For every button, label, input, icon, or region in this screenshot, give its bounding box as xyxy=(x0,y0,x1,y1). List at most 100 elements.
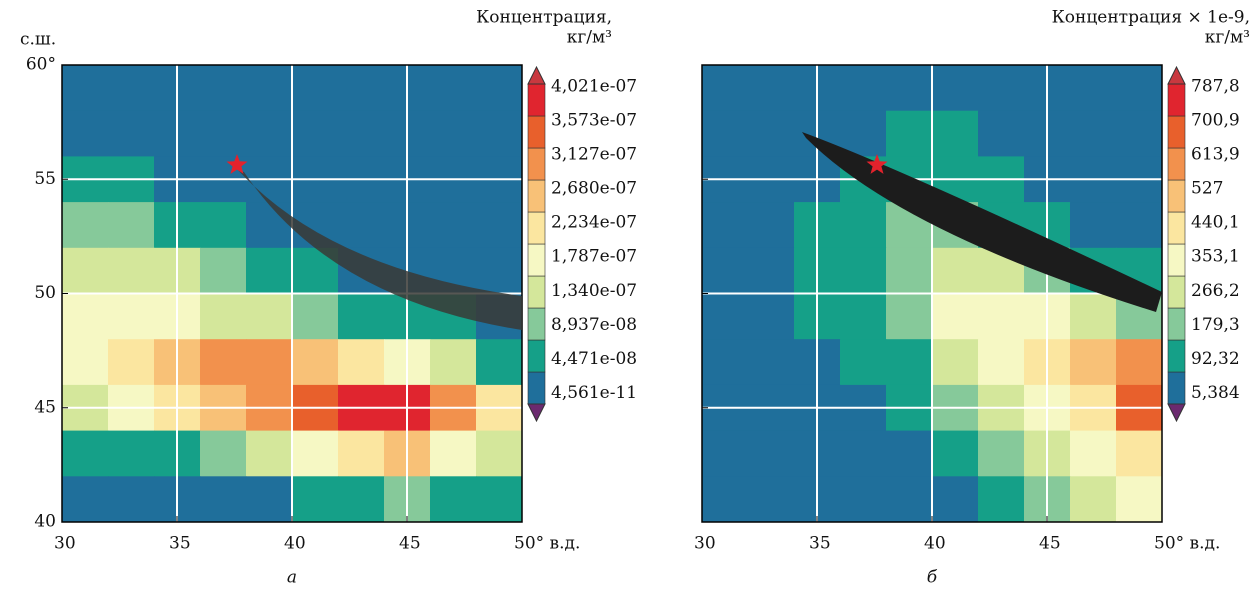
colorbar-band xyxy=(1167,211,1186,245)
colorbar-label: 440,1 xyxy=(1191,213,1240,233)
heat-cell xyxy=(702,65,749,112)
colorbar-band xyxy=(1167,115,1186,149)
heat-cell xyxy=(338,339,385,386)
colorbar-band xyxy=(1167,83,1186,117)
colorbar-band xyxy=(1167,243,1186,277)
heat-cell xyxy=(1070,293,1117,340)
heat-cell xyxy=(200,293,247,340)
colorbar-band xyxy=(527,179,546,213)
heat-cell xyxy=(932,110,979,157)
colorbar-title: Концентрация × 1e-9, xyxy=(1052,8,1250,28)
colorbar-extend-bottom xyxy=(1167,403,1186,423)
x-tick-label: 40 xyxy=(924,534,946,554)
heat-cell xyxy=(476,65,523,112)
heat-cell xyxy=(1070,476,1117,523)
heat-cell xyxy=(62,476,109,523)
x-tick-label: 35 xyxy=(169,534,191,554)
colorbar-label: 4,561e-11 xyxy=(551,383,637,403)
colorbar-label: 4,021e-07 xyxy=(551,77,637,97)
heat-cell xyxy=(702,339,749,386)
colorbar-title: Концентрация, xyxy=(476,8,612,28)
colorbar-label: 2,680e-07 xyxy=(551,179,637,199)
heat-cell xyxy=(292,339,339,386)
colorbar-label: 3,127e-07 xyxy=(551,145,637,165)
heat-cell xyxy=(748,476,795,523)
heat-cell xyxy=(246,293,293,340)
heat-cell xyxy=(840,202,887,249)
colorbar-band xyxy=(1167,275,1186,309)
panel-label: а xyxy=(287,568,297,588)
heat-cell xyxy=(200,65,247,112)
heat-cell xyxy=(748,247,795,294)
heat-cell xyxy=(62,293,109,340)
heat-cell xyxy=(978,476,1025,523)
heat-cell xyxy=(200,202,247,249)
heat-cell xyxy=(246,110,293,157)
heat-cell xyxy=(476,476,523,523)
heat-cell xyxy=(338,476,385,523)
colorbar-title: кг/м³ xyxy=(1205,28,1250,48)
heat-cell xyxy=(978,339,1025,386)
heat-cell xyxy=(702,293,749,340)
plot-frame xyxy=(701,64,1163,523)
x-tick-label: 50° в.д. xyxy=(1154,534,1220,554)
heat-cell xyxy=(932,430,979,477)
heat-cell xyxy=(886,65,933,112)
heat-cell xyxy=(840,430,887,477)
heat-cell xyxy=(702,247,749,294)
colorbar-band xyxy=(1167,339,1186,373)
heat-cell xyxy=(932,65,979,112)
x-tick-label: 50° в.д. xyxy=(514,534,580,554)
heat-cell xyxy=(886,476,933,523)
heat-cell xyxy=(932,476,979,523)
heat-cell xyxy=(1070,110,1117,157)
colorbar-label: 613,9 xyxy=(1191,145,1240,165)
heat-cell xyxy=(338,430,385,477)
x-tick-label: 45 xyxy=(1039,534,1061,554)
x-tick-label: 35 xyxy=(809,534,831,554)
colorbar-label: 700,9 xyxy=(1191,111,1240,131)
heat-cell xyxy=(932,339,979,386)
heat-cell xyxy=(748,110,795,157)
heat-cell xyxy=(886,293,933,340)
heat-cell xyxy=(1070,65,1117,112)
y-tick-label: 55 xyxy=(34,169,56,189)
heat-cell xyxy=(430,65,477,112)
heat-cell xyxy=(430,339,477,386)
plume xyxy=(238,170,522,330)
heat-cell xyxy=(338,293,385,340)
x-tick-label: 30 xyxy=(54,534,76,554)
heat-cell xyxy=(886,110,933,157)
heat-cell xyxy=(886,430,933,477)
heat-cell xyxy=(1070,339,1117,386)
heat-cell xyxy=(430,476,477,523)
heat-cell xyxy=(748,293,795,340)
heat-cell xyxy=(108,430,155,477)
heat-cell xyxy=(200,339,247,386)
heat-cell xyxy=(108,293,155,340)
heat-cell xyxy=(1116,202,1163,249)
heat-cell xyxy=(748,65,795,112)
colorbar-extend-top xyxy=(1167,65,1186,85)
heat-cell xyxy=(1116,476,1163,523)
colorbar-extend-top xyxy=(527,65,546,85)
heat-cell xyxy=(108,110,155,157)
heat-cell xyxy=(246,247,293,294)
heat-cell xyxy=(430,110,477,157)
heat-cell xyxy=(430,202,477,249)
colorbar-band xyxy=(527,339,546,373)
heat-cell xyxy=(1116,65,1163,112)
heat-cell xyxy=(702,430,749,477)
colorbar-label: 3,573e-07 xyxy=(551,111,637,131)
colorbar-extend-bottom xyxy=(527,403,546,423)
colorbar-band xyxy=(1167,147,1186,181)
heat-cell xyxy=(702,202,749,249)
colorbar-label: 179,3 xyxy=(1191,315,1240,335)
heat-cell xyxy=(476,110,523,157)
heat-cell xyxy=(978,65,1025,112)
heat-cell xyxy=(1116,110,1163,157)
y-tick-label: 45 xyxy=(34,397,56,417)
colorbar-band xyxy=(527,115,546,149)
colorbar-label: 4,471e-08 xyxy=(551,349,637,369)
